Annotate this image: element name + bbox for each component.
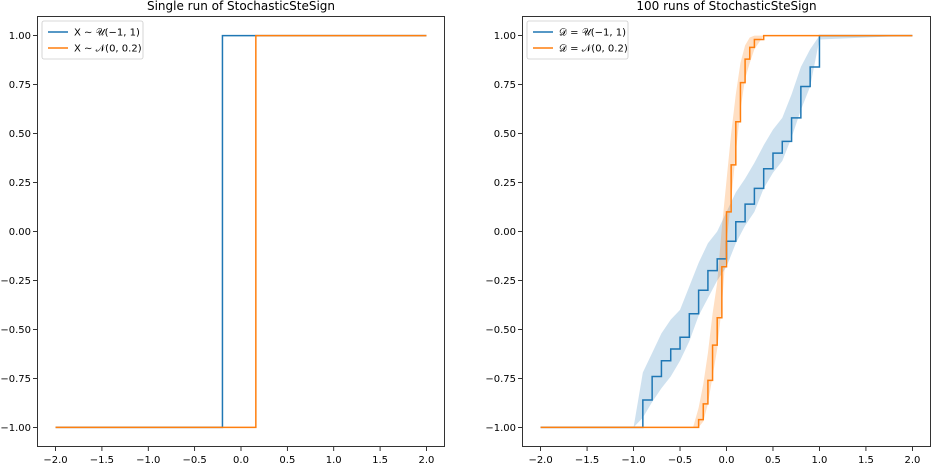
x-tick-label: −2.0 xyxy=(528,455,552,466)
y-tick-label: 0.75 xyxy=(9,80,31,91)
x-tick-label: 0.5 xyxy=(279,455,295,466)
chart-title: Single run of StochasticSteSign xyxy=(147,0,335,13)
legend-box xyxy=(41,20,144,60)
x-tick-label: 2.0 xyxy=(904,455,920,466)
x-tick-label: −2.0 xyxy=(43,455,67,466)
legend-label: X ∼ 𝒰(−1, 1) xyxy=(74,28,140,39)
x-tick-label: −0.5 xyxy=(668,455,692,466)
y-tick-label: 0.00 xyxy=(494,227,516,238)
y-tick-label: 0.50 xyxy=(494,129,516,140)
x-tick-label: 1.5 xyxy=(372,455,388,466)
y-tick-label: 0.00 xyxy=(9,227,31,238)
y-tick-label: −1.00 xyxy=(0,423,31,434)
x-tick-label: −1.0 xyxy=(136,455,160,466)
x-tick-label: 0.0 xyxy=(233,455,249,466)
legend: 𝒟 = 𝒰(−1, 1) 𝒟 = 𝒩(0, 0.2) xyxy=(526,20,629,60)
legend-label: 𝒟 = 𝒩(0, 0.2) xyxy=(559,44,628,55)
y-tick-label: −0.25 xyxy=(485,276,516,287)
y-tick-label: −1.00 xyxy=(485,423,516,434)
series-line-2 xyxy=(55,34,427,429)
y-tick-label: 1.00 xyxy=(9,31,31,42)
y-tick-label: −0.75 xyxy=(485,374,516,385)
x-tick-label: −0.5 xyxy=(182,455,206,466)
y-tick-label: −0.75 xyxy=(0,374,31,385)
x-tick-label: −1.5 xyxy=(575,455,599,466)
legend-label: 𝒟 = 𝒰(−1, 1) xyxy=(559,28,626,39)
chart-panel-2: −2.0 −1.5 −1.0 −0.5 0.0 0.5 1.0 1.5 2.0 −1.00 −0.7… xyxy=(485,0,931,466)
y-tick-label: −0.50 xyxy=(485,325,516,336)
axes-frame xyxy=(37,16,445,447)
y-tick-label: 1.00 xyxy=(494,31,516,42)
plot-area xyxy=(37,16,445,447)
series-line-2 xyxy=(540,34,913,429)
x-tick-label: 1.5 xyxy=(858,455,874,466)
legend-box xyxy=(526,20,629,60)
x-tick-label: 0.5 xyxy=(765,455,781,466)
x-tick-label: 1.0 xyxy=(326,455,342,466)
chart-panel-1: −2.0 −1.5 −1.0 −0.5 0.0 0.5 1.0 1.5 2.0 −1.00 −0.7… xyxy=(0,0,445,466)
y-tick-label: −0.25 xyxy=(0,276,31,287)
x-tick-label: −1.0 xyxy=(621,455,645,466)
legend: X ∼ 𝒰(−1, 1) X ∼ 𝒩(0, 0.2) xyxy=(41,20,144,60)
x-tick-label: −1.5 xyxy=(90,455,114,466)
y-tick-label: 0.25 xyxy=(494,178,516,189)
legend-label: X ∼ 𝒩(0, 0.2) xyxy=(74,44,142,55)
chart-title: 100 runs of StochasticSteSign xyxy=(636,0,816,13)
x-tick-label: 1.0 xyxy=(812,455,828,466)
y-tick-label: 0.50 xyxy=(9,129,31,140)
y-tick-label: 0.25 xyxy=(9,178,31,189)
y-tick-label: −0.50 xyxy=(0,325,31,336)
x-tick-label: 0.0 xyxy=(719,455,735,466)
y-tick-label: 0.75 xyxy=(494,80,516,91)
x-tick-label: 2.0 xyxy=(419,455,435,466)
